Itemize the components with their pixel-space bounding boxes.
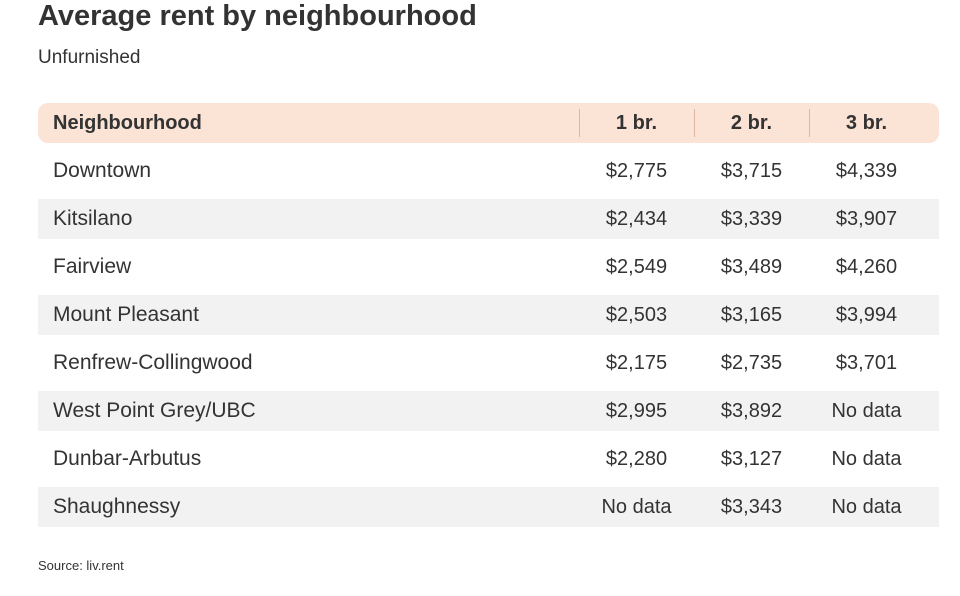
rent-3br-cell: $4,339 <box>835 160 898 182</box>
rent-1br-cell: $2,995 <box>605 400 668 422</box>
rent-3br-cell: $3,994 <box>835 304 898 326</box>
rent-2br-cell: $3,343 <box>720 496 783 518</box>
rent-2br-cell: $3,165 <box>720 304 783 326</box>
neighbourhood-cell: Fairview <box>53 255 132 278</box>
table-row: Renfrew-Collingwood $2,175 $2,735 $3,701 <box>38 343 939 383</box>
rent-1br-cell: $2,775 <box>605 160 668 182</box>
neighbourhood-cell: West Point Grey/UBC <box>53 399 256 422</box>
rent-3br-cell: $3,907 <box>835 208 898 230</box>
column-header-3br: 3 br. <box>845 112 888 134</box>
column-divider <box>694 109 695 137</box>
rent-1br-cell: $2,434 <box>605 208 668 230</box>
rent-2br-cell: $3,339 <box>720 208 783 230</box>
rent-table: Neighbourhood 1 br. 2 br. 3 br. Downtown… <box>38 103 939 535</box>
chart-subtitle: Unfurnished <box>38 47 141 68</box>
table-row: Mount Pleasant $2,503 $3,165 $3,994 <box>38 295 939 335</box>
rent-1br-cell: $2,280 <box>605 448 668 470</box>
table-row: Dunbar-Arbutus $2,280 $3,127 No data <box>38 439 939 479</box>
rent-3br-cell: No data <box>831 448 902 470</box>
chart-title: Average rent by neighbourhood <box>38 0 477 32</box>
table-row: Kitsilano $2,434 $3,339 $3,907 <box>38 199 939 239</box>
rent-3br-cell: No data <box>831 400 902 422</box>
column-header-2br: 2 br. <box>730 112 773 134</box>
rent-2br-cell: $3,489 <box>720 256 783 278</box>
source-note: Source: liv.rent <box>38 558 124 573</box>
table-row: Fairview $2,549 $3,489 $4,260 <box>38 247 939 287</box>
neighbourhood-cell: Dunbar-Arbutus <box>53 447 202 470</box>
rent-3br-cell: $3,701 <box>835 352 898 374</box>
rent-1br-cell: No data <box>601 496 672 518</box>
rent-2br-cell: $3,892 <box>720 400 783 422</box>
neighbourhood-cell: Kitsilano <box>53 207 133 230</box>
table-row: Shaughnessy No data $3,343 No data <box>38 487 939 527</box>
rent-2br-cell: $3,715 <box>720 160 783 182</box>
rent-1br-cell: $2,549 <box>605 256 668 278</box>
rent-2br-cell: $2,735 <box>720 352 783 374</box>
rent-1br-cell: $2,175 <box>605 352 668 374</box>
rent-3br-cell: No data <box>831 496 902 518</box>
table-row: Downtown $2,775 $3,715 $4,339 <box>38 151 939 191</box>
column-header-neighbourhood: Neighbourhood <box>53 112 202 134</box>
table-header-row: Neighbourhood 1 br. 2 br. 3 br. <box>38 103 939 143</box>
column-header-1br: 1 br. <box>615 112 658 134</box>
rent-1br-cell: $2,503 <box>605 304 668 326</box>
neighbourhood-cell: Renfrew-Collingwood <box>53 351 253 374</box>
table-row: West Point Grey/UBC $2,995 $3,892 No dat… <box>38 391 939 431</box>
rent-2br-cell: $3,127 <box>720 448 783 470</box>
neighbourhood-cell: Downtown <box>53 159 152 182</box>
neighbourhood-cell: Mount Pleasant <box>53 303 199 326</box>
rent-3br-cell: $4,260 <box>835 256 898 278</box>
neighbourhood-cell: Shaughnessy <box>53 495 181 518</box>
column-divider <box>809 109 810 137</box>
column-divider <box>579 109 580 137</box>
